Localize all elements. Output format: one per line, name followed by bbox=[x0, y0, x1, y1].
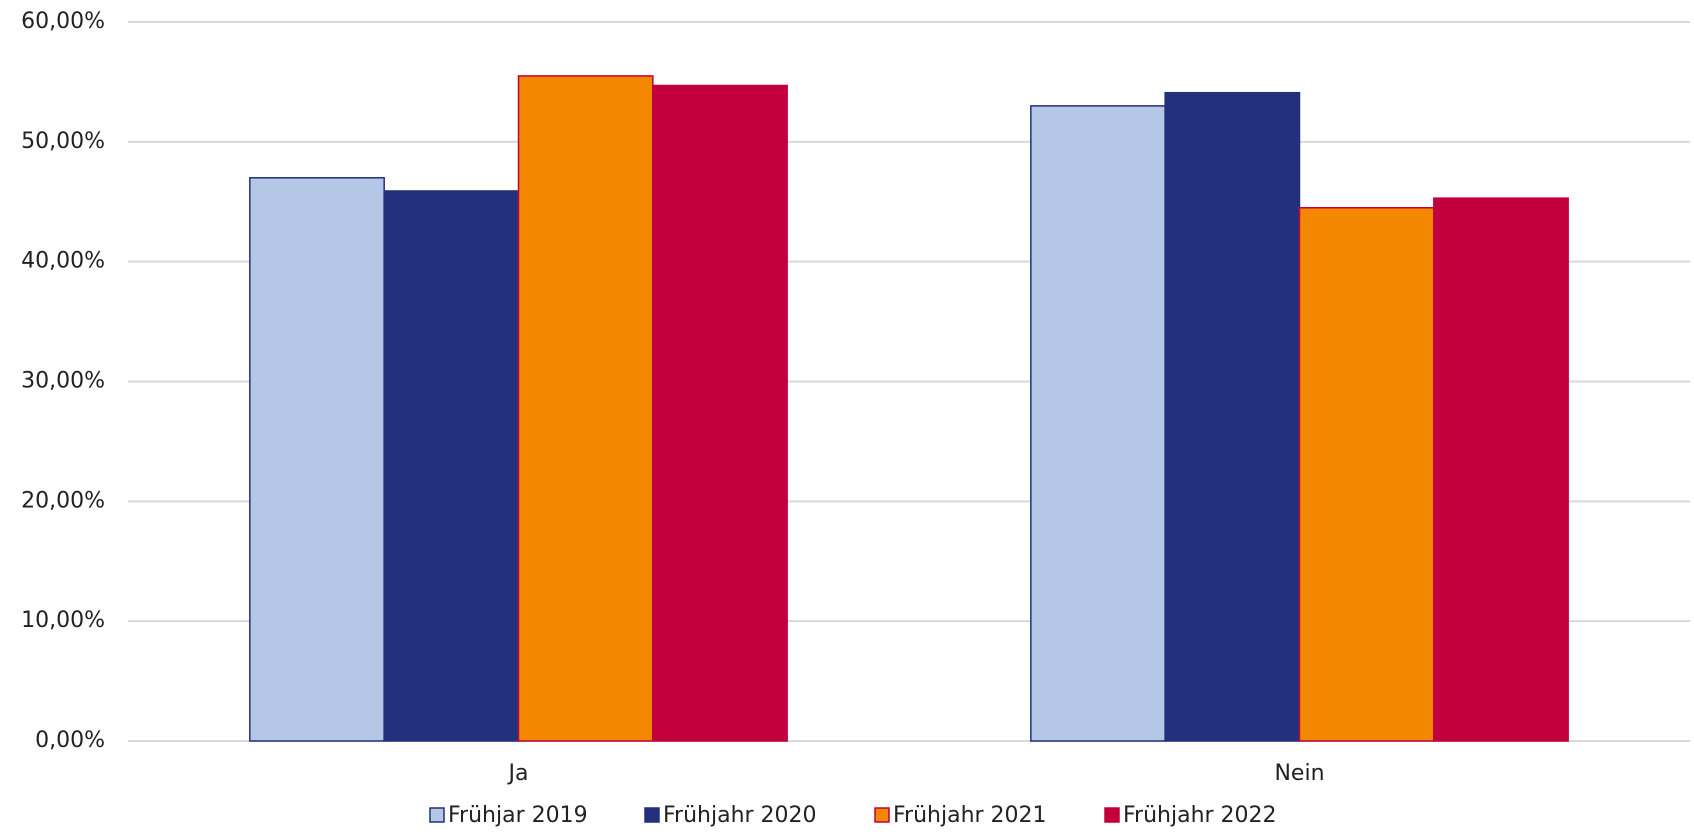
y-tick-label: 20,00% bbox=[21, 488, 105, 513]
y-tick-label: 0,00% bbox=[35, 728, 105, 753]
y-tick-label: 50,00% bbox=[21, 129, 105, 154]
legend-swatch bbox=[1104, 807, 1120, 823]
bar bbox=[1433, 197, 1569, 742]
y-tick-label: 40,00% bbox=[21, 249, 105, 274]
bar bbox=[249, 177, 385, 742]
legend-swatch bbox=[644, 807, 660, 823]
bar bbox=[1164, 91, 1301, 742]
bar bbox=[1030, 105, 1166, 742]
legend-label: Frühjar 2019 bbox=[448, 803, 588, 828]
y-tick-label: 60,00% bbox=[21, 9, 105, 34]
legend-label: Frühjahr 2020 bbox=[663, 803, 817, 828]
legend-label: Frühjahr 2022 bbox=[1123, 803, 1277, 828]
y-tick-label: 30,00% bbox=[21, 369, 105, 394]
y-tick-label: 10,00% bbox=[21, 608, 105, 633]
legend-swatch bbox=[429, 807, 445, 823]
bar bbox=[1298, 206, 1435, 742]
legend-label: Frühjahr 2021 bbox=[893, 803, 1047, 828]
x-tick-label: Nein bbox=[1274, 761, 1324, 786]
bar bbox=[517, 75, 654, 742]
bar bbox=[383, 190, 520, 742]
x-tick-label: Ja bbox=[507, 761, 529, 786]
bar bbox=[652, 84, 788, 742]
legend-swatch bbox=[874, 807, 890, 823]
